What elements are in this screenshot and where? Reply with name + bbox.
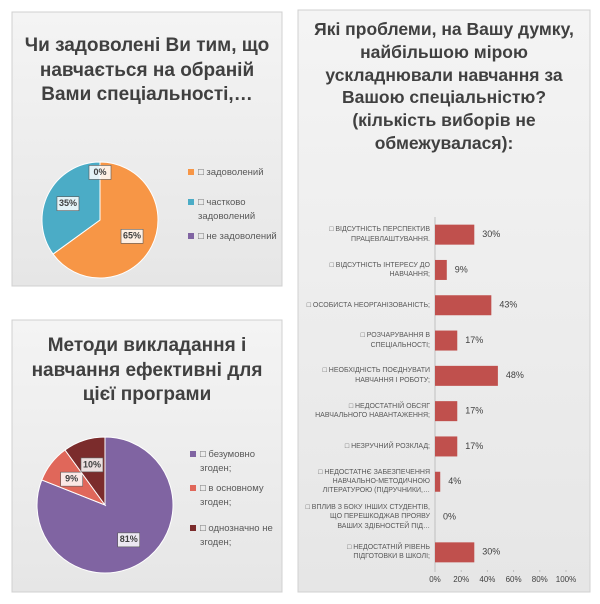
legend-swatch — [188, 169, 194, 175]
chart-title-box: Чи задоволені Ви тим, що навчається на о… — [24, 35, 270, 106]
value-label: 9% — [455, 264, 468, 274]
category-label: □ НЕЗРУЧНИЙ РОЗКЛАД; — [344, 442, 430, 450]
value-label: 17% — [465, 406, 483, 416]
value-label: 43% — [499, 300, 517, 310]
chart-title: Які проблеми, на Вашу думку, найбільшою … — [314, 19, 574, 153]
category-label-box: □ ВІДСУТНІСТЬ ІНТЕРЕСУ ДО НАВЧАННЯ; — [329, 261, 430, 278]
value-label-bg — [56, 196, 80, 211]
category-label-box: □ ОСОБИСТА НЕОРГАНІЗОВАНІСТЬ; — [306, 301, 430, 309]
bar — [435, 224, 475, 245]
value-label-bg — [60, 471, 83, 487]
category-label: □ РОЗЧАРУВАННЯ В СПЕЦІАЛЬНОСТІ; — [360, 332, 430, 349]
category-label: □ НЕДОСТАТНІЙ ОБСЯГ НАВЧАЛЬНОГО НАВАНТАЖ… — [315, 402, 430, 420]
chart-title: Методи викладання і навчання ефективні д… — [31, 335, 263, 406]
chart-title-box: Які проблеми, на Вашу думку, найбільшою … — [314, 19, 574, 153]
bar — [435, 471, 441, 492]
bar — [435, 542, 475, 563]
x-tick-label: 20% — [453, 575, 469, 584]
bar — [435, 436, 458, 457]
category-label: □ ВПЛИВ З БОКУ ІНШИХ СТУДЕНТІВ, ЩО ПЕРЕШ… — [305, 503, 430, 530]
value-label: 48% — [506, 370, 524, 380]
legend-label: □ частково задоволений — [198, 197, 256, 222]
value-label: 0% — [93, 167, 106, 177]
bar — [435, 330, 458, 351]
x-tick-label: 80% — [532, 575, 548, 584]
chart-title: Чи задоволені Ви тим, що навчається на о… — [24, 35, 270, 106]
category-label-box: □ РОЗЧАРУВАННЯ В СПЕЦІАЛЬНОСТІ; — [360, 332, 430, 349]
value-label: 0% — [443, 511, 456, 521]
value-label: 17% — [465, 441, 483, 451]
value-label: 10% — [83, 459, 101, 469]
x-tick-label: 0% — [429, 575, 441, 584]
category-label-box: □ НЕДОСТАТНІЙ РІВЕНЬ ПІДГОТОВКИ В ШКОЛІ; — [347, 543, 430, 561]
category-label: □ ВІДСУТНІСТЬ ІНТЕРЕСУ ДО НАВЧАННЯ; — [329, 261, 430, 278]
category-label: □ НЕОБХІДНІСТЬ ПОЄДНУВАТИ НАВЧАННЯ І РОБ… — [322, 367, 430, 384]
category-label-box: □ ВПЛИВ З БОКУ ІНШИХ СТУДЕНТІВ, ЩО ПЕРЕШ… — [305, 503, 430, 530]
category-label: □ НЕДОСТАТНЄ ЗАБЕЗПЕЧЕННЯ НАВЧАЛЬНО-МЕТО… — [318, 468, 430, 495]
legend-label-box: □ задоволений — [198, 167, 264, 178]
legend-swatch — [190, 451, 196, 457]
legend-label-box: □ безумовно згоден; — [200, 449, 256, 474]
value-label-bg — [120, 229, 144, 244]
x-tick-label: 40% — [479, 575, 495, 584]
category-label-box: □ НЕДОСТАТНЄ ЗАБЕЗПЕЧЕННЯ НАВЧАЛЬНО-МЕТО… — [318, 468, 430, 495]
bar — [435, 365, 498, 386]
legend-swatch — [190, 485, 196, 491]
chart-title-box: Методи викладання і навчання ефективні д… — [31, 335, 263, 406]
value-label-bg — [88, 165, 112, 180]
category-label: □ ОСОБИСТА НЕОРГАНІЗОВАНІСТЬ; — [306, 301, 430, 309]
value-label: 81% — [120, 534, 138, 544]
legend-swatch — [190, 525, 196, 531]
value-label: 30% — [482, 547, 500, 557]
bar — [435, 401, 458, 422]
category-label: □ ВІДСУТНІСТЬ ПЕРСПЕКТИВ ПРАЦЕВЛАШТУВАНН… — [329, 226, 430, 243]
category-label-box: □ НЕОБХІДНІСТЬ ПОЄДНУВАТИ НАВЧАННЯ І РОБ… — [322, 367, 430, 384]
legend-label: □ задоволений — [198, 167, 264, 178]
value-label: 17% — [465, 335, 483, 345]
pie-slice — [52, 161, 159, 279]
legend-label: □ не задоволений — [198, 231, 277, 242]
legend-label-box: □ не задоволений — [198, 231, 277, 242]
legend-label-box: □ в основному згоден; — [200, 483, 264, 508]
value-label: 30% — [482, 229, 500, 239]
value-label: 35% — [59, 198, 77, 208]
category-label-box: □ НЕДОСТАТНІЙ ОБСЯГ НАВЧАЛЬНОГО НАВАНТАЖ… — [315, 402, 430, 420]
value-label: 4% — [448, 476, 461, 486]
x-tick-label: 100% — [556, 575, 576, 584]
legend-label: □ безумовно згоден; — [200, 449, 256, 474]
x-tick-label: 60% — [506, 575, 522, 584]
value-label-bg — [117, 532, 140, 548]
value-label-bg — [80, 457, 104, 473]
legend-label-box: □ частково задоволений — [198, 197, 256, 222]
category-label-box: □ НЕЗРУЧНИЙ РОЗКЛАД; — [344, 442, 430, 450]
bar — [435, 295, 492, 316]
bar — [435, 259, 447, 280]
category-label: □ НЕДОСТАТНІЙ РІВЕНЬ ПІДГОТОВКИ В ШКОЛІ; — [347, 543, 430, 561]
value-label: 9% — [65, 474, 78, 484]
legend-label-box: □ однозначно не згоден; — [200, 523, 273, 548]
legend-label: □ однозначно не згоден; — [200, 523, 273, 548]
legend-swatch — [188, 199, 194, 205]
category-label-box: □ ВІДСУТНІСТЬ ПЕРСПЕКТИВ ПРАЦЕВЛАШТУВАНН… — [329, 226, 430, 243]
value-label: 65% — [123, 231, 141, 241]
legend-swatch — [188, 233, 194, 239]
legend-label: □ в основному згоден; — [200, 483, 264, 508]
